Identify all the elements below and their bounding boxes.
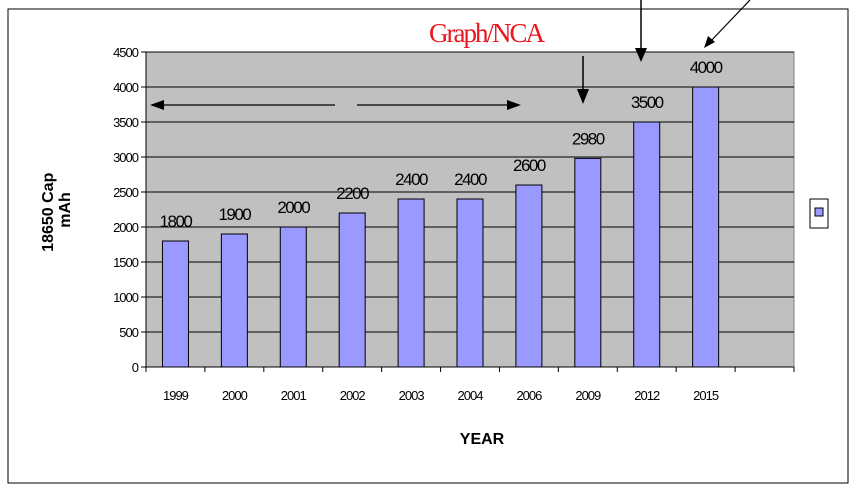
x-tick-label: 2015	[693, 388, 719, 403]
data-label-2000: 1900	[218, 205, 251, 224]
y-tick-label: 3500	[113, 115, 139, 130]
data-label-2001: 2000	[277, 198, 310, 217]
callout-arrow-2015-head	[704, 36, 715, 48]
x-tick-label: 2001	[281, 388, 307, 403]
data-label-2002: 2200	[336, 184, 369, 203]
data-label-1999: 1800	[160, 212, 193, 231]
data-label-2009: 2980	[572, 129, 605, 148]
data-label-2004: 2400	[454, 170, 487, 189]
axes	[141, 51, 795, 372]
y-tick-label: 4000	[113, 80, 139, 95]
y-tick-labels: 0 500 1000 1500 2000 2500 3000 3500 4000 4500	[113, 45, 140, 375]
y-tick-label: 4500	[113, 45, 139, 60]
x-axis-title: YEAR	[460, 431, 505, 448]
y-axis-title: 18650 Cap mAh	[40, 168, 74, 252]
legend-swatch	[814, 207, 824, 217]
callout-arrow-2012-head	[635, 48, 647, 62]
callout-arrow-2009-head	[577, 89, 589, 104]
bar-2002	[338, 212, 366, 368]
y-tick-label: 1000	[113, 290, 139, 305]
bar-2000	[220, 233, 248, 368]
period-arrows	[150, 100, 521, 110]
x-tick-label: 2012	[634, 388, 660, 403]
data-label-2006: 2600	[513, 156, 546, 175]
bar-2004	[456, 198, 484, 368]
x-tick-labels: 1999 2000 2001 2002 2003 2004 2006 2009 2012 2015	[163, 388, 720, 403]
y-axis-title-line-1: 18650 Cap	[40, 172, 57, 251]
x-tick-label: 2002	[340, 388, 366, 403]
bar-2009	[574, 157, 602, 368]
x-tick-label: 2004	[458, 388, 484, 403]
y-axis-title-line-2: mAh	[57, 192, 74, 228]
data-label-2003: 2400	[395, 170, 428, 189]
y-tick-label: 1500	[113, 255, 139, 270]
left-arrow-head	[150, 100, 164, 110]
y-tick-label: 500	[119, 325, 138, 340]
bar-2001	[279, 226, 307, 368]
x-tick-label: 1999	[163, 388, 189, 403]
annotation-label: Graph/NCA	[429, 18, 545, 48]
bar-2015	[692, 86, 720, 368]
bar-2012	[633, 121, 661, 368]
bar-1999	[161, 240, 189, 368]
data-labels: 1800 1900 2000 2200 2400 2400 2600 2980 3500 4000	[160, 58, 725, 231]
data-label-2015: 4000	[690, 58, 723, 77]
bar-2006	[515, 184, 543, 368]
x-tick-label: 2000	[222, 388, 248, 403]
x-tick-label: 2009	[575, 388, 601, 403]
bar-2003	[397, 198, 425, 368]
data-label-2012: 3500	[631, 93, 664, 112]
callout-arrows	[577, 0, 751, 104]
y-tick-label: 2500	[113, 185, 139, 200]
bars	[161, 86, 720, 368]
y-tick-label: 2000	[113, 220, 139, 235]
y-tick-label: 0	[132, 360, 139, 375]
y-tick-label: 3000	[113, 150, 139, 165]
x-tick-label: 2006	[516, 388, 542, 403]
legend	[809, 198, 829, 229]
callout-arrow-2015	[708, 0, 751, 44]
x-tick-label: 2003	[399, 388, 425, 403]
right-arrow-head	[507, 100, 521, 110]
